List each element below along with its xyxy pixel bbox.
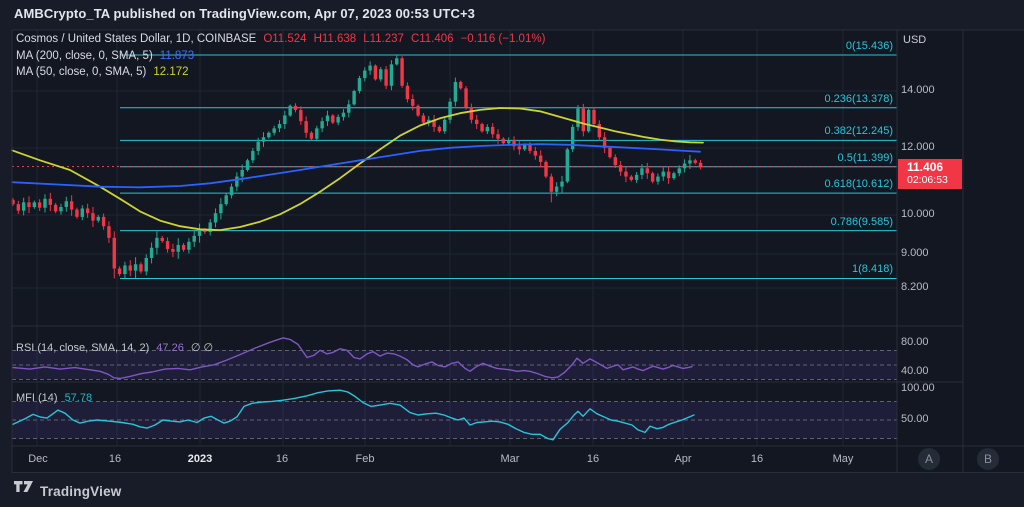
ma50-label: MA (50, close, 0, SMA, 5) — [16, 66, 147, 78]
ohlc-high: H11.638 — [313, 33, 357, 45]
last-price-badge: 11.406 02:06:53 — [898, 159, 962, 189]
rsi-label: RSI (14, close, SMA, 14, 2) — [16, 342, 150, 354]
rsi-extra-values: ∅ ∅ — [190, 342, 214, 354]
rsi-legend[interactable]: RSI (14, close, SMA, 14, 2) 47.26 ∅ ∅ — [16, 341, 220, 354]
mfi-legend[interactable]: MFI (14) 57.78 — [16, 392, 99, 404]
last-price-value: 11.406 — [907, 160, 944, 174]
tradingview-logo[interactable]: TradingView — [14, 481, 121, 501]
chart-widget — [12, 30, 1024, 473]
button-b[interactable]: B — [977, 448, 999, 470]
symbol-title: Cosmos / United States Dollar, 1D, COINB… — [16, 33, 257, 45]
ohlc-low: L11.237 — [363, 33, 404, 45]
ohlc-change: −0.116 (−1.01%) — [460, 33, 546, 45]
mfi-value: 57.78 — [64, 392, 93, 404]
ma200-value: 11.873 — [159, 50, 195, 62]
ma50-legend[interactable]: MA (50, close, 0, SMA, 5) 12.172 — [16, 66, 196, 78]
rsi-value: 47.26 — [156, 342, 184, 354]
tradingview-logo-icon — [14, 481, 33, 501]
banner-attribution: AMBCrypto_TA published on TradingView.co… — [14, 6, 475, 21]
price-axis-currency: USD — [903, 34, 927, 46]
symbol-legend[interactable]: Cosmos / United States Dollar, 1D, COINB… — [16, 33, 552, 45]
bar-countdown: 02:06:53 — [907, 174, 948, 186]
ohlc-open: O11.524 — [263, 33, 307, 45]
ma200-legend[interactable]: MA (200, close, 0, SMA, 5) 11.873 — [16, 50, 201, 62]
tradingview-logo-text: TradingView — [40, 483, 122, 499]
button-a[interactable]: A — [918, 448, 940, 470]
ma50-value: 12.172 — [153, 66, 189, 78]
ma200-label: MA (200, close, 0, SMA, 5) — [16, 50, 153, 62]
mfi-label: MFI (14) — [16, 392, 58, 404]
ohlc-close: C11.406 — [410, 33, 454, 45]
